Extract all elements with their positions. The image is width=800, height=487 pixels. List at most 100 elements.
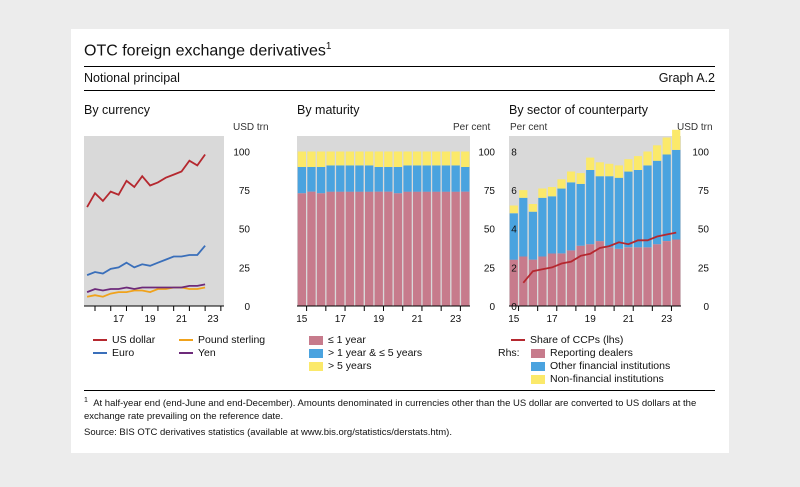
bar-medium: [393, 166, 403, 194]
plot-area: [509, 136, 681, 306]
legend-swatch-usd: [93, 339, 107, 342]
bar-other-fin: [557, 188, 566, 254]
footer-rule: [84, 390, 715, 391]
sector-chart: 0 25 50 75 100 0 2 4 6 8 15 17 19 21 23: [508, 129, 710, 325]
bar-other-fin: [624, 171, 633, 248]
y-tick-label: 75: [484, 186, 496, 197]
bar-short: [307, 191, 316, 306]
bar-other-fin: [653, 160, 662, 245]
bar-nonfin: [624, 159, 633, 172]
bar-short: [326, 191, 335, 306]
bar-long: [326, 151, 335, 166]
bar-dealers: [509, 259, 518, 306]
y-tick-label: 25: [239, 263, 251, 274]
bar-short: [316, 193, 326, 306]
bar-medium: [451, 165, 460, 192]
bar-dealers: [653, 244, 662, 306]
currency-unit-right: USD trn: [233, 122, 269, 133]
series-line-euro: [86, 245, 206, 276]
sector-unit-left: Per cent: [510, 122, 548, 133]
legend-item-dealers: Reporting dealers: [531, 347, 633, 359]
currency-chart: 0 25 50 75 100 17 19 21 23: [84, 136, 251, 325]
bar-long: [413, 151, 422, 166]
bar-dealers: [605, 247, 614, 306]
bar-dealers: [567, 250, 576, 306]
bar-nonfin: [614, 165, 623, 178]
legend-item-medium: > 1 year & ≤ 5 years: [309, 347, 422, 359]
legend-item-long: > 5 years: [309, 360, 371, 372]
bar-short: [432, 191, 441, 306]
bar-dealers: [576, 245, 585, 306]
x-tick-label: 19: [585, 314, 597, 325]
bar-long: [422, 151, 431, 166]
bar-nonfin: [538, 188, 547, 198]
legend-item-gbp: Pound sterling: [179, 334, 265, 346]
bar-long: [297, 151, 306, 167]
y-tick-label: 50: [239, 225, 251, 236]
bar-nonfin: [643, 151, 652, 166]
legend-swatch-gbp: [179, 339, 193, 342]
bar-nonfin: [509, 205, 518, 214]
bar-medium: [432, 165, 441, 192]
bar-other-fin: [547, 196, 557, 254]
y-tick-label: 0: [244, 302, 250, 313]
bar-nonfin: [586, 157, 595, 170]
bar-other-fin: [614, 177, 623, 249]
x-tick-label: 15: [508, 314, 520, 325]
graph-subtitle: Notional principal: [84, 71, 180, 85]
y-tick-label: 50: [484, 225, 496, 236]
bar-medium: [326, 165, 335, 192]
y-tick-label-rhs: 50: [698, 225, 710, 236]
bar-dealers: [586, 244, 595, 306]
legend-swatch-yen: [179, 352, 193, 355]
bar-long: [384, 151, 393, 167]
bar-long: [461, 151, 470, 167]
bar-long: [451, 151, 460, 166]
bar-dealers: [614, 248, 623, 306]
x-tick-label: 19: [373, 314, 385, 325]
x-tick-label: 15: [296, 314, 308, 325]
y-tick-label-lhs: 2: [511, 263, 517, 274]
series-line-us-dollar: [86, 153, 206, 208]
bar-short: [355, 191, 364, 306]
legend-item-short: ≤ 1 year: [309, 334, 366, 346]
legend-swatch-euro: [93, 352, 107, 355]
legend-swatch-medium: [309, 348, 323, 358]
bar-medium: [345, 165, 354, 192]
legend-rhs-label: Rhs:: [498, 347, 520, 359]
plot-area: [84, 136, 224, 306]
y-tick-label-rhs: 75: [698, 186, 710, 197]
x-tick-label: 23: [207, 314, 219, 325]
bar-long: [316, 151, 326, 167]
x-tick-label: 17: [113, 314, 125, 325]
bar-other-fin: [662, 154, 671, 241]
y-tick-label-lhs: 0: [511, 302, 517, 313]
bar-medium: [441, 165, 451, 192]
panel-title-sector: By sector of counterparty: [509, 103, 648, 117]
legend-item-yen: Yen: [179, 347, 216, 359]
panel-title-maturity: By maturity: [297, 103, 360, 117]
x-tick-label: 23: [450, 314, 462, 325]
bar-nonfin: [595, 162, 604, 177]
bar-dealers: [538, 256, 547, 306]
bar-other-fin: [633, 170, 643, 248]
y-tick-label-lhs: 6: [511, 186, 517, 197]
y-tick-label: 0: [489, 302, 495, 313]
bar-short: [441, 191, 451, 306]
bar-medium: [413, 165, 422, 192]
bar-medium: [336, 165, 345, 192]
bar-nonfin: [557, 179, 566, 189]
bar-other-fin: [567, 182, 576, 251]
bar-long: [432, 151, 441, 166]
bar-other-fin: [672, 149, 681, 240]
bar-long: [441, 151, 451, 166]
bar-dealers: [633, 247, 643, 306]
bar-dealers: [624, 247, 633, 306]
series-line-yen: [86, 283, 206, 293]
y-tick-label: 100: [233, 147, 250, 158]
bar-dealers: [595, 241, 604, 306]
x-tick-label: 21: [412, 314, 424, 325]
bar-short: [461, 191, 470, 306]
series-line-pound-sterling: [86, 286, 206, 298]
bar-medium: [297, 166, 306, 194]
